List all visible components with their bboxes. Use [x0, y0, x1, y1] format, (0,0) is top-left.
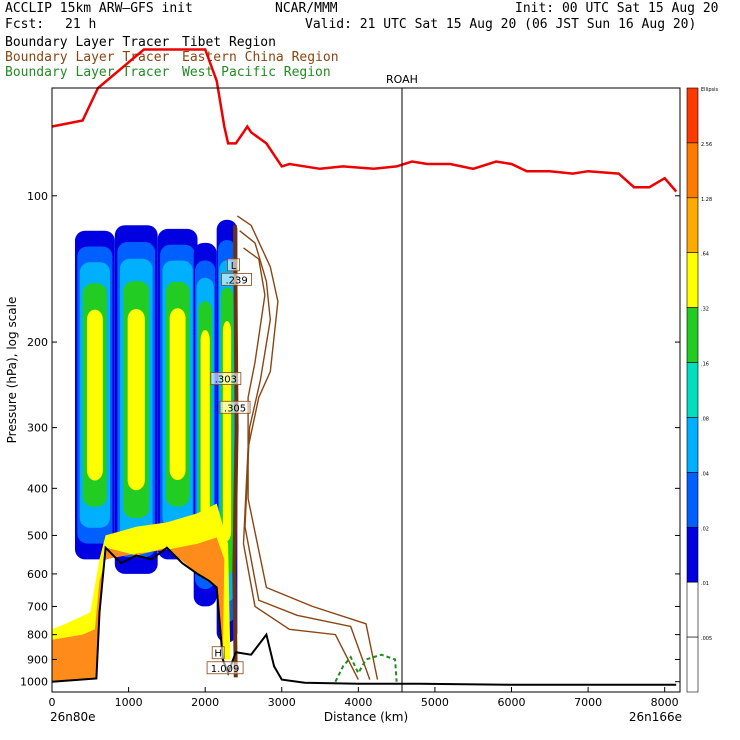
y-tick-label: 900: [27, 653, 48, 666]
station-label: ROAH: [386, 73, 418, 86]
colorbar: Ellipsis 2.56 1.28 .64 .32 .16 .08 .04 .02 .01 .00…: [686, 87, 718, 693]
tracer-label-west-pacific: Boundary Layer Tracer: [5, 65, 170, 80]
forecast-label: Fcst:: [5, 17, 45, 32]
x-tick-label: 7000: [574, 696, 602, 709]
tracer-region-tibet: Tibet Region: [182, 35, 276, 50]
tracer-shade-4-4: [222, 321, 232, 541]
x-tick-label: 6000: [498, 696, 526, 709]
y-tick-label: 600: [27, 568, 48, 581]
colorbar-swatch: [686, 307, 699, 363]
colorbar-swatch: [686, 87, 699, 144]
tracer-region-west-pacific: West Pacific Region: [182, 65, 331, 80]
tracer-lower-orange: [52, 537, 225, 682]
eastern-china-contour-0: [236, 215, 359, 680]
colorbar-swatch: [686, 472, 699, 528]
annotation-box: [211, 646, 225, 660]
colorbar-swatch: [686, 581, 699, 638]
colorbar-label: 2.56: [701, 142, 712, 148]
tropopause-line: [51, 48, 678, 193]
right-endpoint-label: 26n166e: [629, 710, 682, 724]
series-lines: [51, 48, 678, 692]
tracer-shade-1-4: [127, 308, 145, 491]
eastern-china-contours: [232, 215, 379, 680]
annotation-label: .303: [215, 375, 237, 386]
colorbar-swatch: [686, 197, 699, 254]
left-endpoint-label: 26n80e: [50, 710, 96, 724]
org-label: NCAR/MMM: [275, 1, 338, 16]
y-tick-label: 800: [27, 629, 48, 642]
y-tick-label: 500: [27, 529, 48, 542]
x-tick-label: 2000: [191, 696, 219, 709]
annotation-label: L: [231, 261, 237, 272]
y-tick-label: 100: [27, 190, 48, 203]
colorbar-label: .08: [701, 416, 709, 422]
annotation-box: [210, 372, 242, 385]
x-axis-label: Distance (km): [324, 710, 408, 724]
annotation-box: [221, 272, 252, 286]
x-tick-label: 4000: [344, 696, 372, 709]
model-title: ACCLIP 15km ARW–GFS init: [5, 1, 193, 16]
x-tick-label: 5000: [421, 696, 449, 709]
y-axis-label: Pressure (hPa), log scale: [5, 297, 19, 444]
colorbar-label: .005: [701, 636, 712, 642]
annotation-layer: L .239 .303 .305 H 1.009: [206, 258, 252, 675]
colorbar-swatch: [686, 417, 699, 473]
x-tick-label: 3000: [268, 696, 296, 709]
eastern-china-core: [232, 225, 239, 678]
colorbar-label: .32: [701, 307, 709, 313]
eastern-china-contour-2: [243, 247, 379, 680]
axis-ticks: 0 1000 2000 3000 4000 5000 6000 7000 80001002003…: [20, 190, 680, 709]
x-tick-label: 0: [49, 696, 56, 709]
forecast-hour: 21 h: [65, 17, 97, 32]
annotation-label: .305: [224, 403, 246, 414]
valid-time: Valid: 21 UTC Sat 15 Aug 20 (06 JST Sun …: [305, 17, 697, 32]
plot-frame: [51, 87, 681, 693]
colorbar-label: 1.28: [701, 197, 712, 203]
init-time: Init: 00 UTC Sat 15 Aug 20: [515, 1, 719, 16]
x-tick-label: 8000: [651, 696, 679, 709]
tracer-label-tibet: Boundary Layer Tracer: [5, 35, 170, 50]
annotation-label: .239: [225, 275, 247, 286]
colorbar-label: .02: [701, 526, 709, 532]
y-tick-label: 400: [27, 482, 48, 495]
annotation-box: [206, 661, 244, 675]
annotation-box: [227, 258, 240, 272]
eastern-china-contour-1: [239, 230, 371, 680]
tracer-shade-2-4: [169, 308, 186, 481]
colorbar-swatch: [686, 636, 699, 693]
y-tick-label: 700: [27, 600, 48, 613]
colorbar-label: .01: [701, 581, 709, 587]
x-tick-label: 1000: [115, 696, 143, 709]
y-tick-label: 1000: [20, 676, 48, 689]
colorbar-label: .04: [701, 471, 709, 477]
colorbar-swatch: [686, 252, 699, 308]
colorbar-swatch: [686, 362, 699, 418]
y-tick-label: 200: [27, 336, 48, 349]
tracer-shade-3-4: [200, 330, 210, 520]
colorbar-label: .16: [701, 362, 709, 368]
annotation-label: 1.009: [211, 664, 240, 675]
terrain-line: [51, 545, 677, 686]
colorbar-label: Ellipsis: [701, 87, 718, 93]
colorbar-swatch: [686, 526, 699, 583]
annotation-box: [219, 400, 251, 414]
annotation-label: H: [214, 649, 222, 660]
tracer-field-layer: [52, 219, 238, 682]
colorbar-label: .64: [701, 252, 709, 258]
y-tick-label: 300: [27, 422, 48, 435]
tracer-label-eastern-china: Boundary Layer Tracer: [5, 50, 170, 65]
tracer-shade-0-4: [86, 309, 103, 481]
colorbar-swatch: [686, 142, 699, 199]
